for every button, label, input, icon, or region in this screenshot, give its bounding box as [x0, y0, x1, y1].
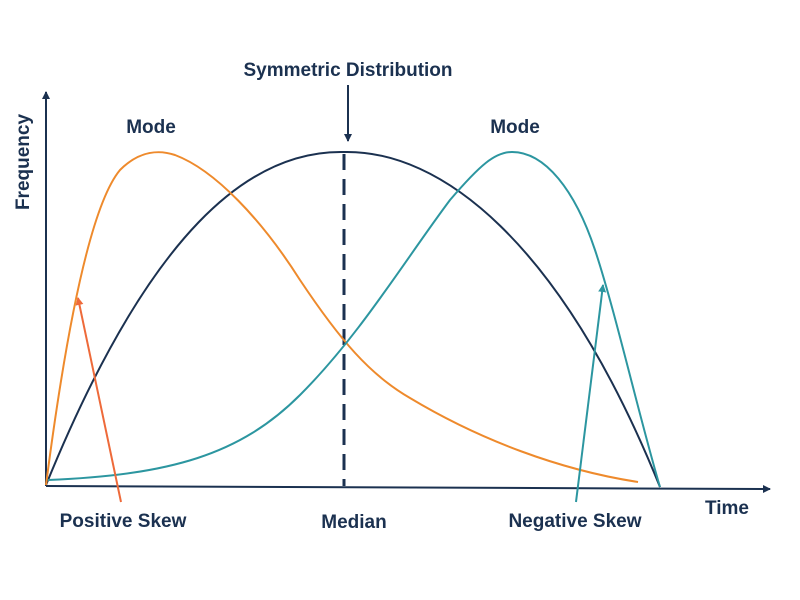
- negative-skew-arrow: [575, 284, 607, 503]
- x-axis: [45, 484, 771, 493]
- mode-left-label: Mode: [126, 117, 176, 138]
- positive-skew-label: Positive Skew: [60, 511, 187, 532]
- negative-skew-curve: [47, 150, 661, 488]
- mode-right-label: Mode: [490, 117, 540, 138]
- y-axis-label: Frequency: [13, 114, 34, 211]
- positive-skew-arrow: [75, 297, 122, 503]
- x-axis-label: Time: [705, 498, 749, 519]
- median-label: Median: [321, 512, 386, 533]
- positive-skew-curve: [45, 151, 639, 486]
- negative-skew-label: Negative Skew: [508, 511, 641, 532]
- symmetric-distribution-label: Symmetric Distribution: [243, 60, 452, 81]
- symmetric-curve: [45, 150, 661, 488]
